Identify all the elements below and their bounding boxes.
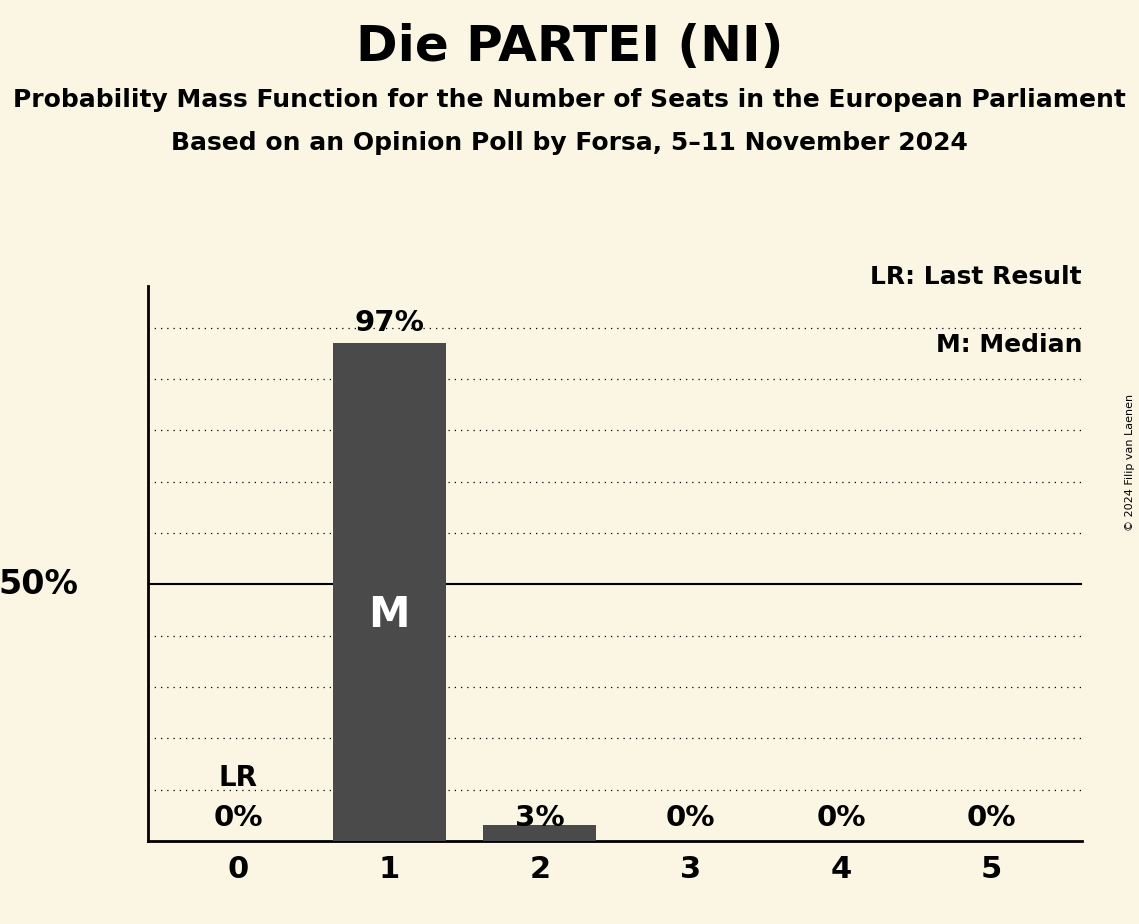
Text: © 2024 Filip van Laenen: © 2024 Filip van Laenen bbox=[1125, 394, 1134, 530]
Text: LR: LR bbox=[219, 764, 257, 792]
Text: Based on an Opinion Poll by Forsa, 5–11 November 2024: Based on an Opinion Poll by Forsa, 5–11 … bbox=[171, 131, 968, 155]
Text: Die PARTEI (NI): Die PARTEI (NI) bbox=[355, 23, 784, 71]
Text: 97%: 97% bbox=[354, 309, 424, 336]
Text: 50%: 50% bbox=[0, 567, 77, 601]
Bar bbox=[483, 825, 596, 841]
Text: 3%: 3% bbox=[515, 804, 565, 832]
Text: 0%: 0% bbox=[665, 804, 715, 832]
Text: M: Median: M: Median bbox=[935, 333, 1082, 357]
Text: LR: Last Result: LR: Last Result bbox=[870, 264, 1082, 288]
Text: 0%: 0% bbox=[817, 804, 866, 832]
Text: 0%: 0% bbox=[967, 804, 1016, 832]
Bar bbox=[333, 343, 445, 841]
Text: M: M bbox=[368, 594, 410, 636]
Text: Probability Mass Function for the Number of Seats in the European Parliament: Probability Mass Function for the Number… bbox=[13, 88, 1126, 112]
Text: 0%: 0% bbox=[214, 804, 263, 832]
